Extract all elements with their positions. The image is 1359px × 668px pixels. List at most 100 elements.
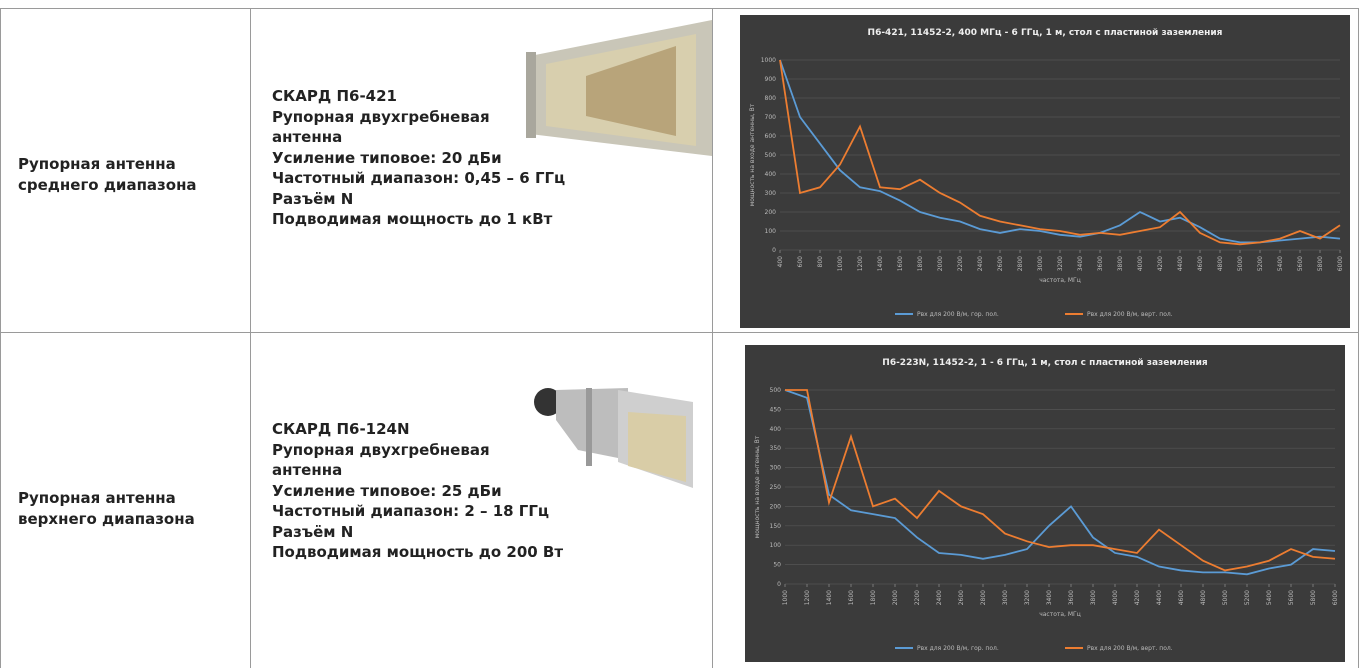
y-axis-label: мощность на входе антенны, Вт [754,435,761,538]
spec-line: Усиление типовое: 25 дБи [272,481,502,500]
x-tick-label: 1600 [897,256,904,271]
legend-label: Pвх для 200 В/м, гор. пол. [917,311,999,318]
y-tick-label: 300 [770,465,782,472]
y-tick-label: 600 [765,133,777,140]
x-tick-label: 2800 [1017,256,1024,271]
border [0,8,1,668]
x-tick-label: 3000 [1002,590,1009,605]
antenna-image [526,20,712,156]
x-tick-label: 3000 [1037,256,1044,271]
spec-line: Подводимая мощность до 200 Вт [272,543,564,561]
legend-label: Pвх для 200 В/м, гор. пол. [917,645,999,652]
x-axis-label: частота, МГц [1039,611,1081,618]
y-tick-label: 450 [770,406,782,413]
x-tick-label: 1800 [870,590,877,605]
x-tick-label: 1800 [917,256,924,271]
x-axis-label: частота, МГц [1039,277,1081,284]
x-tick-label: 1600 [848,590,855,605]
x-tick-label: 3800 [1117,256,1124,271]
x-tick-label: 600 [797,256,804,268]
y-tick-label: 800 [765,95,777,102]
x-tick-label: 6000 [1332,590,1339,605]
x-tick-label: 2200 [957,256,964,271]
legend-label: Pвх для 200 В/м, верт. пол. [1087,645,1173,652]
y-tick-label: 250 [770,484,782,491]
row-name: Рупорная антенна верхнего диапазона [18,489,195,528]
chart-title: П6-223N, 11452-2, 1 - 6 ГГц, 1 м, стол с… [882,358,1208,368]
y-tick-label: 500 [770,387,782,394]
x-tick-label: 2400 [936,590,943,605]
x-tick-label: 5200 [1244,590,1251,605]
antenna-image [534,388,693,488]
spec-line: Частотный диапазон: 2 – 18 ГГц [272,502,550,520]
y-tick-label: 400 [765,171,777,178]
x-tick-label: 3800 [1090,590,1097,605]
series-line [779,59,1341,244]
spec-line: Рупорная двухгребневая антенна [272,107,490,147]
x-tick-label: 5400 [1266,590,1273,605]
x-tick-label: 4200 [1157,256,1164,271]
y-tick-label: 900 [765,76,777,83]
x-tick-label: 5000 [1237,256,1244,271]
chart-title: П6-421, 11452-2, 400 МГц - 6 ГГц, 1 м, с… [868,28,1223,38]
border [712,8,713,668]
x-tick-label: 3600 [1097,256,1104,271]
x-tick-label: 5800 [1310,590,1317,605]
row-name: Рупорная антенна среднего диапазона [18,155,197,194]
x-tick-label: 2600 [958,590,965,605]
y-tick-label: 1000 [761,57,776,64]
series-line [784,389,1336,576]
y-tick-label: 200 [770,503,782,510]
spec-line: Разъём N [272,189,354,208]
spec-line: Разъём N [272,522,354,541]
border [250,8,251,668]
x-tick-label: 1000 [782,590,789,605]
chart: П6-421, 11452-2, 400 МГц - 6 ГГц, 1 м, с… [740,15,1350,328]
x-tick-label: 1200 [804,590,811,605]
x-tick-label: 3200 [1057,256,1064,271]
spec-line: СКАРД П6-124N [272,420,410,438]
x-tick-label: 5200 [1257,256,1264,271]
y-axis-label: мощность на входе антенны, Вт [749,103,756,206]
y-tick-label: 700 [765,114,777,121]
x-tick-label: 4600 [1178,590,1185,605]
x-tick-label: 2000 [892,590,899,605]
x-tick-label: 5600 [1288,590,1295,605]
x-tick-label: 4400 [1177,256,1184,271]
x-tick-label: 4000 [1137,256,1144,271]
x-tick-label: 3200 [1024,590,1031,605]
x-tick-label: 6000 [1337,256,1344,271]
x-tick-label: 1000 [837,256,844,271]
x-tick-label: 1200 [857,256,864,271]
y-tick-label: 100 [770,542,782,549]
x-tick-label: 4800 [1200,590,1207,605]
x-tick-label: 400 [777,256,784,268]
x-tick-label: 800 [817,256,824,268]
x-tick-label: 2000 [937,256,944,271]
x-tick-label: 4200 [1134,590,1141,605]
x-tick-label: 3600 [1068,590,1075,605]
y-tick-label: 0 [777,581,781,588]
spec-line: Рупорная двухгребневая антенна [272,440,490,480]
x-tick-label: 3400 [1046,590,1053,605]
x-tick-label: 2200 [914,590,921,605]
x-tick-label: 5600 [1297,256,1304,271]
x-tick-label: 5000 [1222,590,1229,605]
y-tick-label: 150 [770,523,782,530]
y-tick-label: 200 [765,209,777,216]
specs: СКАРД П6-421 Рупорная двухгребневая антен… [272,86,565,230]
y-tick-label: 500 [765,152,777,159]
x-tick-label: 2600 [997,256,1004,271]
y-tick-label: 50 [773,562,781,569]
x-tick-label: 1400 [826,590,833,605]
border [0,332,1359,333]
spec-line: Частотный диапазон: 0,45 – 6 ГГц [272,169,566,187]
series-line [779,59,1341,246]
spec-line: СКАРД П6-421 [272,87,397,105]
x-tick-label: 1400 [877,256,884,271]
chart: П6-223N, 11452-2, 1 - 6 ГГц, 1 м, стол с… [745,345,1345,662]
specs: СКАРД П6-124N Рупорная двухгребневая анте… [272,419,563,563]
x-tick-label: 5800 [1317,256,1324,271]
y-tick-label: 350 [770,445,782,452]
